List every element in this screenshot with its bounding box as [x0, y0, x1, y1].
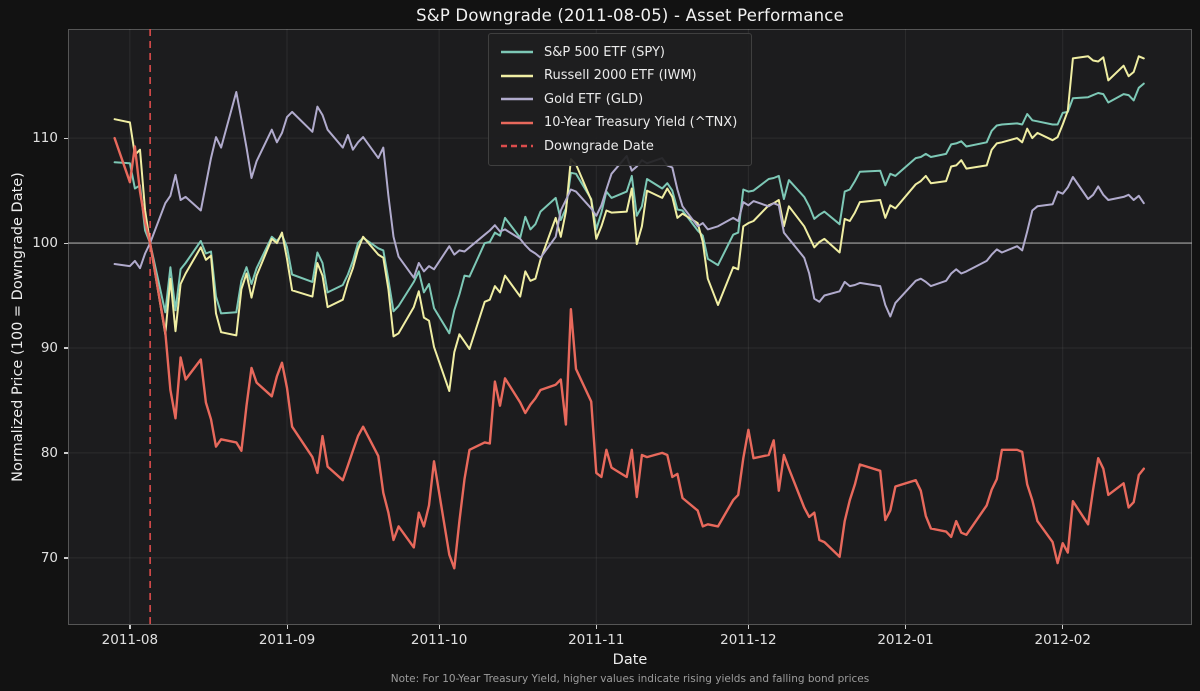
y-tickmark	[64, 347, 68, 349]
x-tickmark	[438, 625, 440, 629]
legend-label: Downgrade Date	[544, 138, 654, 154]
x-tickmark	[905, 625, 907, 629]
legend-item-10-year-treasury-yield-tnx: 10-Year Treasury Yield (^TNX)	[500, 112, 737, 135]
y-tickmark	[64, 557, 68, 559]
x-tickmark	[129, 625, 131, 629]
chart-title: S&P Downgrade (2011-08-05) - Asset Perfo…	[416, 6, 844, 25]
legend-item-gold-etf-gld: Gold ETF (GLD)	[500, 88, 737, 111]
series-line-10-year-treasury-yield-tnx	[113, 136, 1146, 570]
x-tick-label: 2011-09	[258, 632, 316, 648]
footnote: Note: For 10-Year Treasury Yield, higher…	[390, 673, 870, 685]
x-tick-label: 2011-11	[568, 632, 625, 648]
x-tickmark	[747, 625, 750, 629]
x-tickmark	[286, 625, 288, 629]
x-tick-label: 2012-01	[877, 632, 934, 648]
legend-label: Russell 2000 ETF (IWM)	[544, 68, 697, 84]
legend-item-s-p-500-etf-spy: S&P 500 ETF (SPY)	[500, 41, 737, 64]
y-tickmark	[64, 137, 68, 139]
x-tick-label: 2011-12	[720, 632, 777, 648]
x-tick-label: 2011-10	[410, 632, 468, 648]
x-axis-label: Date	[612, 652, 648, 668]
legend-line-swatch	[501, 121, 533, 124]
legend-label: Gold ETF (GLD)	[544, 91, 644, 107]
y-tick-label: 100	[32, 235, 58, 252]
y-axis-label: Normalized Price (100 = Downgrade Date)	[10, 172, 26, 482]
y-tickmark	[64, 242, 68, 244]
series-line-russell-2000-etf-iwm	[113, 55, 1145, 392]
x-tick-label: 2012-02	[1034, 632, 1091, 648]
y-tick-label: 110	[32, 130, 58, 147]
x-tickmark	[1062, 625, 1064, 629]
legend-label: S&P 500 ETF (SPY)	[544, 44, 665, 60]
legend-line-swatch	[501, 98, 533, 101]
legend-item-russell-2000-etf-iwm: Russell 2000 ETF (IWM)	[500, 65, 737, 88]
y-tick-label: 70	[40, 549, 58, 566]
legend-label: 10-Year Treasury Yield (^TNX)	[544, 115, 738, 131]
legend-line-swatch	[501, 145, 533, 148]
y-tick-label: 80	[40, 444, 58, 461]
legend-item-downgrade-date: Downgrade Date	[500, 135, 737, 158]
x-tick-label: 2011-08	[101, 632, 159, 648]
legend: S&P 500 ETF (SPY) Russell 2000 ETF (IWM) G…	[488, 33, 753, 166]
x-tickmark	[595, 625, 597, 629]
y-tick-label: 90	[40, 339, 58, 356]
y-tickmark	[64, 452, 68, 454]
legend-line-swatch	[501, 51, 533, 54]
legend-line-swatch	[501, 74, 533, 77]
